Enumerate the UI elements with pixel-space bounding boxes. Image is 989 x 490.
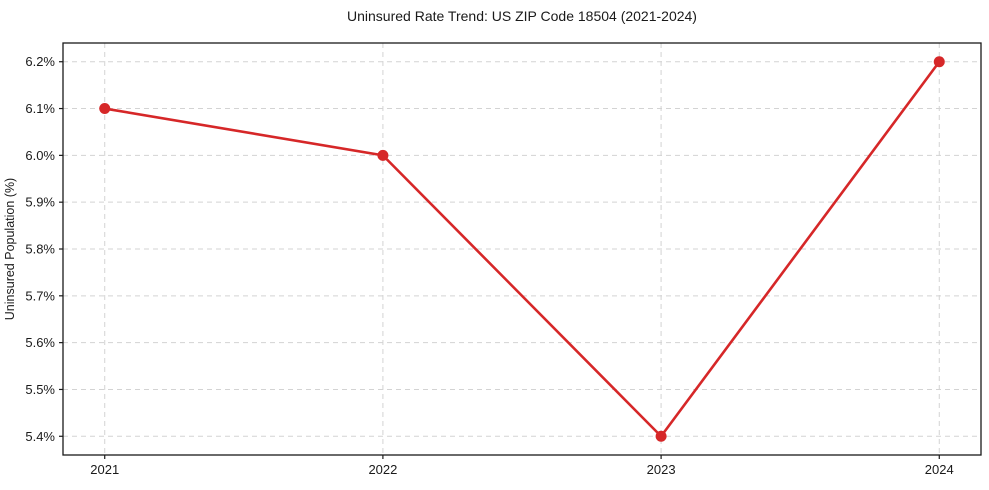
y-axis-label: Uninsured Population (%) <box>3 178 17 320</box>
y-tick-label: 6.2% <box>25 54 55 69</box>
y-tick-label: 5.7% <box>25 288 55 303</box>
x-tick-label: 2022 <box>368 462 397 477</box>
data-point <box>933 56 945 68</box>
gridlines <box>63 43 981 455</box>
y-tick-label: 6.1% <box>25 101 55 116</box>
y-tick-label: 5.5% <box>25 382 55 397</box>
x-tick-label: 2024 <box>925 462 954 477</box>
data-point <box>377 149 389 161</box>
x-tick-label: 2021 <box>90 462 119 477</box>
y-tick-label: 6.0% <box>25 148 55 163</box>
data-point <box>655 430 667 442</box>
trend-line-series <box>99 56 945 442</box>
y-tick-label: 5.6% <box>25 335 55 350</box>
trend-line <box>103 60 941 438</box>
data-point <box>99 103 111 115</box>
x-tick-label: 2023 <box>647 462 676 477</box>
y-tick-label: 5.8% <box>25 242 55 257</box>
y-tick-label: 5.4% <box>25 429 55 444</box>
axes: 5.4% 5.5% 5.6% 5.7% 5.8% 5.9% 6.0% 6.1% 6.2% 2021… <box>25 42 982 477</box>
chart-title: Uninsured Rate Trend: US ZIP Code 18504 … <box>347 8 697 24</box>
y-tick-label: 5.9% <box>25 195 55 210</box>
